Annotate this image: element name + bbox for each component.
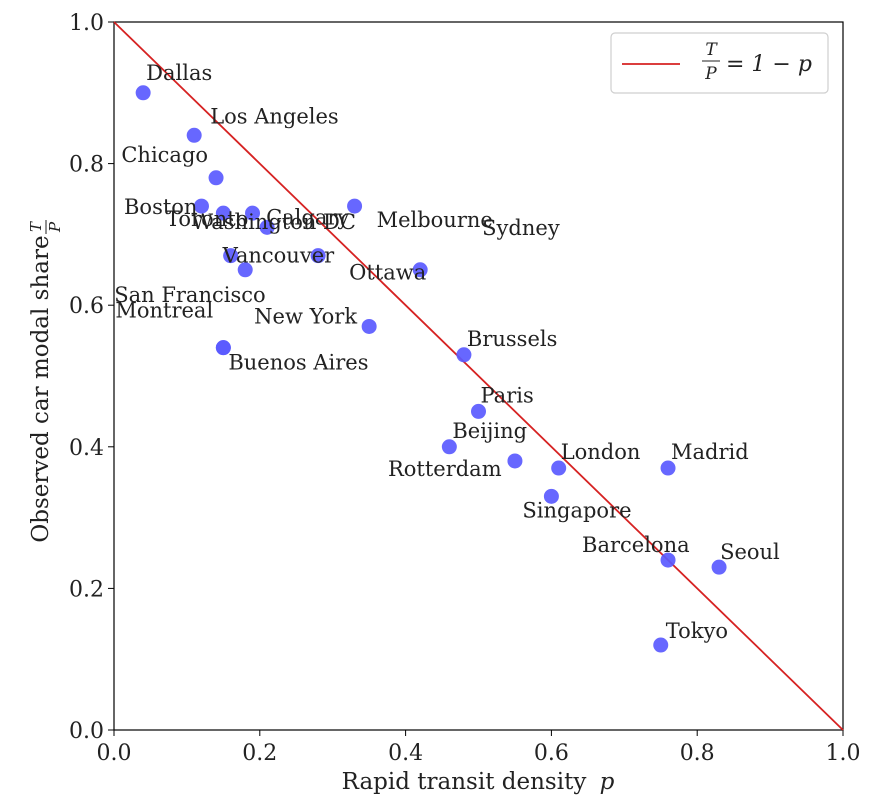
label-madrid: Madrid xyxy=(671,440,749,464)
label-seoul: Seoul xyxy=(720,540,780,564)
point-calgary xyxy=(259,219,275,235)
point-vancouver xyxy=(223,248,239,264)
legend-box xyxy=(610,32,829,94)
y-axis: 0.0 0.2 0.4 0.6 0.8 1.0 xyxy=(69,11,114,744)
point-barcelona xyxy=(660,552,676,568)
label-ottawa: Ottawa xyxy=(349,261,426,285)
point-rotterdam xyxy=(507,453,523,469)
label-singapore: Singapore xyxy=(522,498,631,522)
y-tick-label: 0.2 xyxy=(69,577,104,602)
label-beijing: Beijing xyxy=(452,419,527,443)
point-beijing xyxy=(441,439,457,455)
y-axis-title-fraction-top: T xyxy=(27,221,45,232)
label-buenos-aires: Buenos Aires xyxy=(228,351,368,375)
points-layer xyxy=(135,85,727,653)
x-tick-label: 0.8 xyxy=(680,741,715,766)
y-axis-title-text: Observed car modal share xyxy=(28,235,54,542)
legend-equation-text: = 1 − p xyxy=(726,52,812,77)
y-tick-label: 0.8 xyxy=(69,153,104,178)
label-tokyo: Tokyo xyxy=(666,619,728,643)
y-axis-title: Observed car modal share T P xyxy=(27,220,64,543)
x-axis-title: Rapid transit density p xyxy=(342,769,615,795)
x-tick-label: 0.6 xyxy=(534,741,569,766)
point-brussels xyxy=(456,347,472,363)
label-boston: Boston xyxy=(124,195,197,219)
x-axis-title-text: Rapid transit density xyxy=(342,769,587,795)
y-tick-label: 0.0 xyxy=(69,719,104,744)
y-tick-label: 0.6 xyxy=(69,294,104,319)
label-chicago: Chicago xyxy=(121,143,208,167)
legend: T P = 1 − p xyxy=(610,32,829,94)
label-vancouver: Vancouver xyxy=(222,244,336,268)
label-washington-dc: Washington DC xyxy=(192,210,356,234)
label-sydney: Sydney xyxy=(482,216,560,240)
fit-line xyxy=(113,21,844,731)
label-barcelona: Barcelona xyxy=(582,533,690,557)
point-new-york xyxy=(361,318,377,334)
point-madrid xyxy=(660,460,676,476)
legend-fraction-bottom: P xyxy=(704,64,717,84)
point-washington-dc xyxy=(245,205,261,221)
point-singapore xyxy=(543,488,559,504)
label-london: London xyxy=(561,440,641,464)
x-tick-label: 1.0 xyxy=(826,741,861,766)
label-los-angeles: Los Angeles xyxy=(210,104,339,128)
x-tick-label: 0.0 xyxy=(97,741,132,766)
point-toronto xyxy=(215,205,231,221)
point-san-francisco xyxy=(237,262,253,278)
point-boston xyxy=(193,198,209,214)
label-rotterdam: Rotterdam xyxy=(388,457,502,481)
label-brussels: Brussels xyxy=(467,327,557,351)
label-calgary: Calgary xyxy=(266,205,349,229)
y-tick-label: 1.0 xyxy=(69,11,104,36)
label-new-york: New York xyxy=(254,304,357,328)
point-melbourne xyxy=(347,198,363,214)
svg-text:Observed car modal share: Observed car modal share xyxy=(28,235,54,542)
point-ottawa xyxy=(310,248,326,264)
label-melbourne: Melbourne xyxy=(377,208,493,232)
point-london xyxy=(551,460,567,476)
x-axis-title-symbol: p xyxy=(600,769,615,795)
legend-fraction-top: T xyxy=(705,40,718,60)
point-sydney xyxy=(412,262,428,278)
point-chicago xyxy=(208,170,224,186)
label-san-francisco: San Francisco xyxy=(114,283,265,307)
point-seoul xyxy=(711,559,727,575)
y-axis-title-fraction-bottom: P xyxy=(46,221,64,233)
point-tokyo xyxy=(653,637,669,653)
y-tick-label: 0.4 xyxy=(69,436,104,461)
label-paris: Paris xyxy=(481,383,534,407)
x-tick-label: 0.2 xyxy=(242,741,277,766)
label-dallas: Dallas xyxy=(146,61,212,85)
point-los-angeles xyxy=(186,127,202,143)
x-tick-label: 0.4 xyxy=(388,741,423,766)
point-dallas xyxy=(135,85,151,101)
axes-frame xyxy=(113,21,844,731)
label-toronto: Toronto xyxy=(166,207,248,231)
label-montreal: Montreal xyxy=(115,299,213,323)
x-axis: 0.0 0.2 0.4 0.6 0.8 1.0 xyxy=(97,730,861,766)
point-paris xyxy=(471,403,486,419)
point-buenos-aires xyxy=(215,340,231,356)
